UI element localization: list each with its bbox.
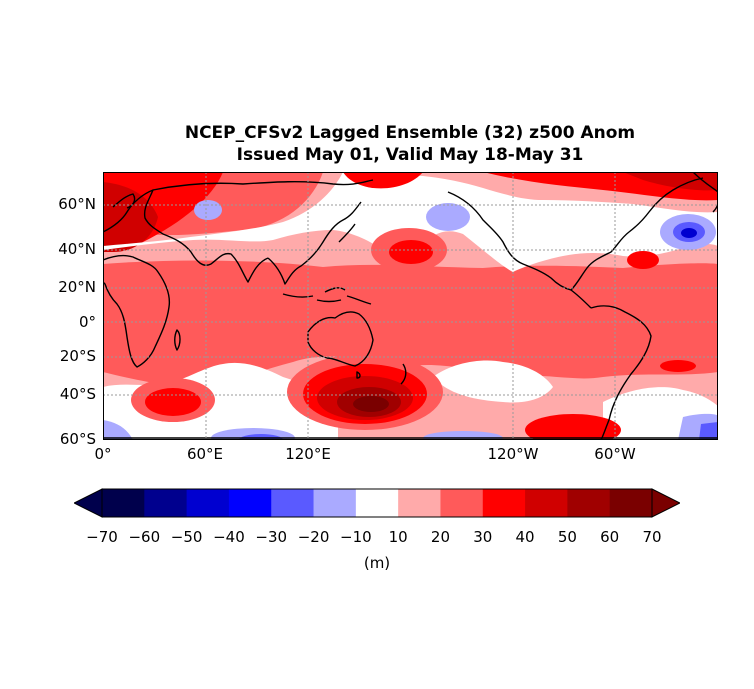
anomaly-map <box>103 172 718 440</box>
lat-tick-40n: 40°N <box>58 240 96 258</box>
colorbar-cell <box>567 489 611 517</box>
field-eastus-high <box>627 251 659 269</box>
field-south-indian-core <box>145 388 201 416</box>
colorbar-cell <box>271 489 315 517</box>
colorbar-tick-label: −40 <box>213 528 245 546</box>
map-border <box>103 172 718 440</box>
lon-tick-60w: 60°W <box>594 445 636 463</box>
colorbar-cell <box>609 489 653 517</box>
colorbar-tick-label: 60 <box>600 528 620 546</box>
colorbar-cell <box>482 489 526 517</box>
colorbar-cell <box>186 489 230 517</box>
lon-tick-120e: 120°E <box>285 445 331 463</box>
lat-tick-0: 0° <box>78 313 96 331</box>
colorbar-tick-label: 50 <box>557 528 577 546</box>
colorbar-tick-label: −70 <box>86 528 118 546</box>
colorbar-extend-high <box>651 488 680 518</box>
field-white-south-pacific <box>433 360 553 403</box>
colorbar-tick-label: 30 <box>473 528 493 546</box>
colorbar-tick-label: 20 <box>430 528 450 546</box>
lon-tick-60e: 60°E <box>186 445 224 463</box>
colorbar-cell <box>440 489 484 517</box>
colorbar-tick-label: 40 <box>515 528 535 546</box>
lat-tick-60s: 60°S <box>59 430 96 448</box>
colorbar-cell <box>228 489 272 517</box>
colorbar-tick-label: −10 <box>340 528 372 546</box>
field-small-low-west <box>194 200 222 220</box>
colorbar-cell <box>102 489 145 517</box>
field-southern-low-west <box>103 420 133 440</box>
colorbar-cell <box>355 489 399 517</box>
gridlines <box>103 172 718 440</box>
colorbar-cell <box>313 489 357 517</box>
lat-tick-20s: 20°S <box>59 347 96 365</box>
chart-title-line2: Issued May 01, Valid May 18-May 31 <box>236 145 584 165</box>
colorbar-extend-low <box>74 488 103 518</box>
colorbar-cell <box>398 489 441 517</box>
field-south-atlantic-high <box>525 414 621 440</box>
lon-tick-0: 0° <box>94 445 112 463</box>
colorbar <box>74 488 680 518</box>
field-southern-low-east-core <box>699 422 718 440</box>
lat-tick-40s: 40°S <box>59 385 96 403</box>
colorbar-tick-label: −50 <box>170 528 203 546</box>
lat-tick-60n: 60°N <box>58 195 96 213</box>
field-australia-c60 <box>353 396 389 412</box>
field-europe-core2 <box>103 182 158 252</box>
chart-title-line1: NCEP_CFSv2 Lagged Ensemble (32) z500 Ano… <box>184 123 636 143</box>
colorbar-units-label: (m) <box>363 554 391 572</box>
colorbar-tick-label: −30 <box>255 528 288 546</box>
colorbar-tick-label: −20 <box>297 528 330 546</box>
colorbar-tick-label: 70 <box>642 528 662 546</box>
field-arctic-high <box>343 172 423 189</box>
colorbar-tick-label: 10 <box>388 528 408 546</box>
colorbar-cell <box>525 489 568 517</box>
field-north-pacific-core <box>389 240 433 264</box>
colorbar-outline <box>101 488 653 518</box>
field-arctic-east-core <box>623 172 718 191</box>
field-labrador-core2 <box>681 228 697 238</box>
lon-tick-120w: 120°W <box>487 445 539 463</box>
field-white-midlat <box>103 172 718 272</box>
field-tropics <box>103 260 718 387</box>
lat-tick-20n: 20°N <box>58 278 96 296</box>
field-arctic-low <box>426 203 470 231</box>
field-small-high-southamerica <box>660 360 696 372</box>
colorbar-tick-label: −60 <box>128 528 161 546</box>
colorbar-cell <box>144 489 188 517</box>
